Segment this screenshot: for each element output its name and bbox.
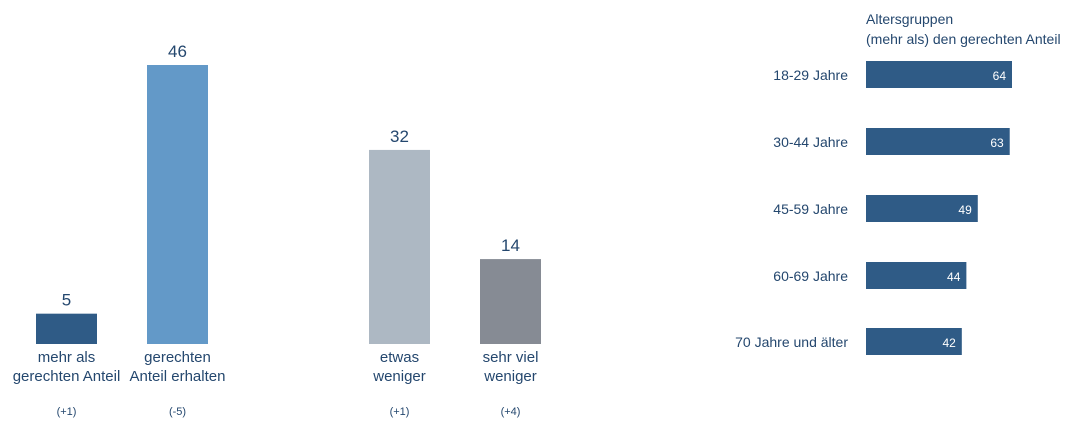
hbar-category-label: 70 Jahre und älter (735, 334, 848, 350)
hbar (866, 128, 1010, 155)
hbar (866, 61, 1012, 88)
hbar (866, 262, 967, 289)
vbar-category-label: gerechten (144, 349, 211, 366)
hbar-value-label: 44 (947, 270, 961, 284)
vbar-change-label: (+1) (57, 406, 77, 418)
hbar-category-label: 45-59 Jahre (773, 201, 848, 217)
vbar-category-label: sehr viel (483, 349, 539, 366)
vbar-value-label: 46 (168, 42, 187, 61)
hbar-category-label: 18-29 Jahre (773, 67, 848, 83)
vbar (36, 313, 97, 344)
vbar-value-label: 5 (62, 291, 71, 310)
hbar-value-label: 49 (958, 203, 972, 217)
vbar-category-label: mehr als (38, 349, 96, 366)
vbar-category-label: weniger (372, 368, 426, 385)
vbar-change-label: (+1) (390, 406, 410, 418)
hbar-header-label: (mehr als) den gerechten Anteil (866, 31, 1061, 47)
vbar-category-label: Anteil erhalten (130, 368, 226, 385)
hbar-value-label: 63 (990, 136, 1004, 150)
vbar-value-label: 32 (390, 127, 409, 146)
vbar-change-label: (+4) (501, 406, 521, 418)
hbar (866, 195, 978, 222)
vbar-value-label: 14 (501, 236, 520, 255)
vbar-category-label: etwas (380, 349, 419, 366)
vbar-change-label: (-5) (169, 406, 186, 418)
vbar (369, 149, 430, 344)
hbar-category-label: 60-69 Jahre (773, 268, 848, 284)
hbar (866, 328, 962, 355)
hbar-value-label: 42 (942, 336, 956, 350)
vbar (480, 259, 541, 344)
hbar-header-label: Altersgruppen (866, 11, 953, 27)
vbar-category-label: gerechten Anteil (13, 368, 121, 385)
hbar-category-label: 30-44 Jahre (773, 134, 848, 150)
hbar-value-label: 64 (993, 69, 1007, 83)
vbar (147, 65, 208, 344)
vbar-category-label: weniger (483, 368, 537, 385)
